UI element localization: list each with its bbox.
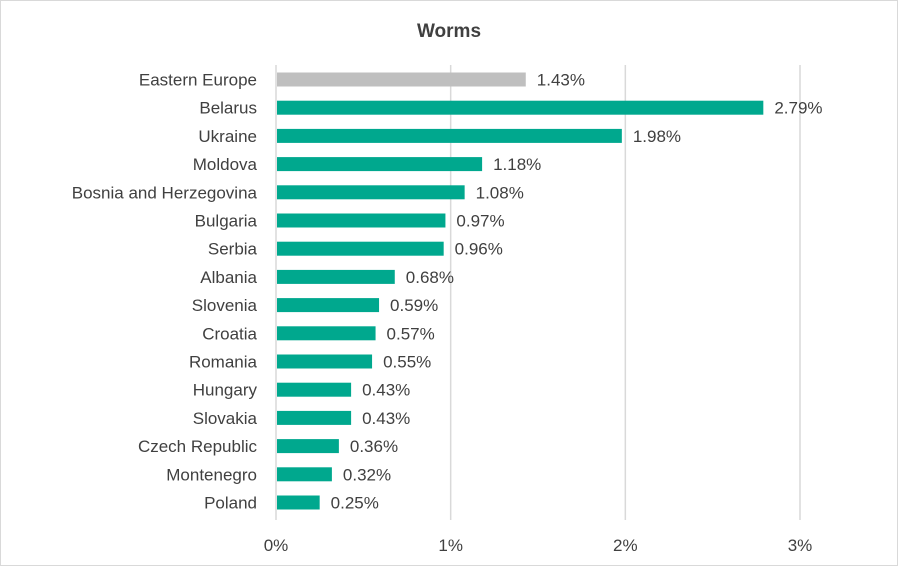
chart-title: Worms (417, 21, 481, 42)
bar-croatia (277, 326, 376, 341)
bar-slovakia (277, 410, 352, 425)
data-label: 0.32% (343, 465, 391, 484)
bar-romania (277, 354, 373, 369)
bar-poland (277, 495, 320, 510)
category-label: Poland (204, 494, 257, 513)
data-label: 0.43% (362, 381, 410, 400)
category-label: Slovakia (193, 409, 258, 428)
bar-eastern-europe (277, 72, 526, 87)
category-label: Bulgaria (195, 212, 258, 231)
category-label: Montenegro (166, 465, 257, 484)
bar-serbia (277, 241, 444, 256)
bar-albania (277, 269, 395, 284)
category-label: Romania (189, 353, 258, 372)
data-label: 1.98% (633, 127, 681, 146)
data-label: 1.18% (493, 155, 541, 174)
category-label: Albania (200, 268, 257, 287)
bar-montenegro (277, 467, 332, 482)
bar-moldova (277, 157, 483, 172)
category-label: Bosnia and Herzegovina (72, 183, 258, 202)
category-label: Hungary (193, 381, 258, 400)
data-label: 0.68% (406, 268, 454, 287)
data-label: 0.25% (331, 494, 379, 513)
x-tick-label: 3% (788, 536, 813, 555)
bar-bulgaria (277, 213, 446, 228)
bar-bosnia-and-herzegovina (277, 185, 465, 200)
data-label: 2.79% (774, 99, 822, 118)
category-label: Ukraine (198, 127, 257, 146)
bar-slovenia (277, 298, 380, 313)
bar-ukraine (277, 128, 622, 143)
category-label: Eastern Europe (139, 71, 257, 90)
data-label: 0.36% (350, 437, 398, 456)
data-label: 0.59% (390, 296, 438, 315)
data-label: 0.57% (387, 324, 435, 343)
x-tick-label: 2% (613, 536, 638, 555)
category-label: Slovenia (192, 296, 258, 315)
data-label: 0.96% (455, 240, 503, 259)
data-label: 0.43% (362, 409, 410, 428)
category-label: Belarus (199, 99, 257, 118)
bar-czech-republic (277, 439, 339, 454)
bar-hungary (277, 382, 352, 397)
x-tick-label: 1% (438, 536, 463, 555)
category-label: Croatia (202, 324, 257, 343)
category-label: Serbia (208, 240, 258, 259)
category-label: Czech Republic (138, 437, 258, 456)
data-label: 1.08% (476, 183, 524, 202)
x-tick-label: 0% (264, 536, 289, 555)
data-label: 1.43% (537, 71, 585, 90)
bar-belarus (277, 100, 764, 115)
category-label: Moldova (193, 155, 258, 174)
data-label: 0.97% (456, 212, 504, 231)
data-label: 0.55% (383, 353, 431, 372)
